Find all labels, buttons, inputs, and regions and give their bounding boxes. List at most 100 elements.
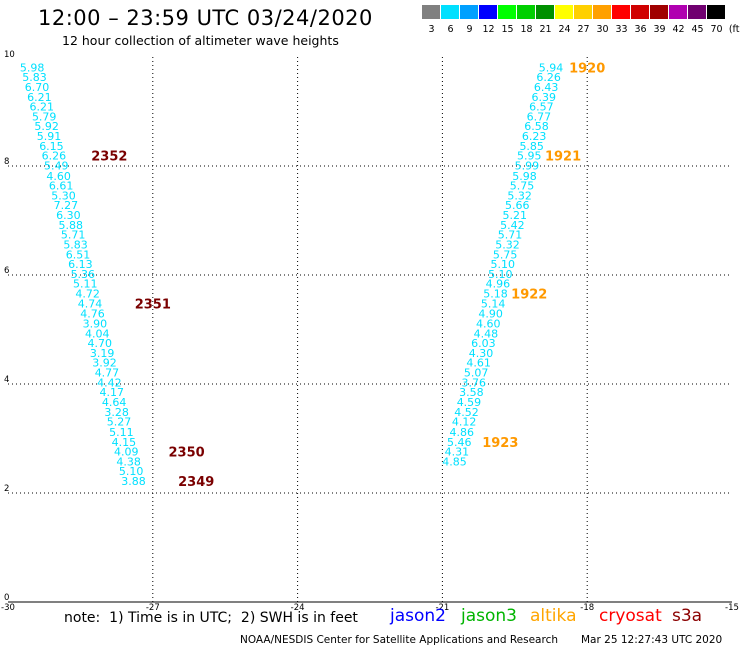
- wave-height-point: 4.38: [116, 455, 141, 468]
- legend-swatch: [460, 5, 479, 19]
- wave-height-point: 3.88: [121, 475, 146, 488]
- wave-height-point: 4.90: [478, 308, 503, 321]
- wave-height-point: 5.98: [20, 61, 45, 74]
- wave-height-point: 5.46: [447, 436, 472, 449]
- chart-title: 12:00 – 23:59 UTC 03/24/2020: [38, 6, 373, 30]
- wave-height-point: 6.21: [30, 101, 55, 114]
- y-tick-label: 6: [4, 266, 9, 276]
- wave-height-point: 4.61: [466, 357, 491, 370]
- satellite-jason3: jason3: [461, 606, 517, 626]
- time-label: 2352: [91, 150, 127, 165]
- legend-label: 30: [596, 24, 609, 35]
- wave-height-point: 4.74: [78, 297, 103, 310]
- legend-label: 36: [634, 24, 647, 35]
- legend-label: 24: [558, 24, 571, 35]
- legend-label: 6: [447, 24, 454, 35]
- wave-height-point: 6.57: [529, 101, 554, 114]
- satellite-s3a: s3a: [672, 606, 703, 626]
- time-label: 2349: [178, 475, 214, 490]
- wave-height-point: 5.11: [73, 278, 98, 291]
- wave-height-point: 5.32: [495, 238, 520, 251]
- wave-height-point: 5.98: [512, 170, 537, 183]
- wave-height-point: 6.13: [68, 258, 93, 271]
- wave-height-point: 5.18: [483, 288, 508, 301]
- legend-swatch: [612, 5, 631, 19]
- legend-label: 18: [520, 24, 533, 35]
- wave-height-point: 5.27: [107, 416, 132, 429]
- wave-height-point: 5.71: [61, 229, 86, 242]
- wave-height-point: 4.12: [452, 416, 477, 429]
- wave-height-point: 4.70: [87, 337, 112, 350]
- legend-swatch: [536, 5, 555, 19]
- satellite-altika: altika: [530, 606, 577, 626]
- legend-label: 21: [539, 24, 552, 35]
- legend-swatch: [422, 5, 441, 19]
- wave-height-point: 4.17: [100, 386, 125, 399]
- time-label: 1923: [482, 436, 518, 451]
- time-label: 2351: [135, 297, 171, 312]
- legend-label: 15: [501, 24, 514, 35]
- time-label: 1920: [569, 61, 605, 76]
- legend-label: 70: [710, 24, 723, 35]
- wave-height-point: 5.07: [464, 367, 489, 380]
- legend-swatch: [650, 5, 669, 19]
- wave-height-point: 4.76: [80, 308, 105, 321]
- wave-height-point: 4.72: [75, 288, 100, 301]
- wave-height-point: 3.76: [462, 376, 487, 389]
- wave-height-point: 4.60: [476, 318, 501, 331]
- legend-label: 42: [672, 24, 685, 35]
- wave-height-point: 5.10: [119, 465, 144, 478]
- wave-height-point: 5.10: [488, 268, 513, 281]
- credit-line: NOAA/NESDIS Center for Satellite Applica…: [240, 634, 558, 646]
- y-tick-label: 4: [4, 375, 9, 385]
- wave-height-point: 4.60: [46, 170, 71, 183]
- wave-height-point: 5.11: [109, 426, 134, 439]
- wave-height-point: 3.28: [104, 406, 129, 419]
- wave-height-point: 4.42: [97, 376, 122, 389]
- y-tick-label: 2: [4, 484, 9, 494]
- wave-height-point: 6.58: [524, 120, 549, 133]
- time-label: 1922: [511, 288, 547, 303]
- wave-height-point: 4.59: [457, 396, 482, 409]
- wave-height-point: 6.43: [534, 81, 559, 94]
- legend-label: 33: [615, 24, 628, 35]
- wave-height-point: 4.52: [454, 406, 479, 419]
- legend-label: 39: [653, 24, 666, 35]
- wave-height-point: 6.26: [42, 150, 67, 163]
- altimeter-plot: -30 -27 -24 -21 -18 -1502468105.985.836.706.2…: [1, 50, 739, 610]
- wave-height-point: 6.70: [25, 81, 50, 94]
- wave-height-point: 6.77: [527, 110, 552, 123]
- x-tick-label: -15: [725, 603, 739, 610]
- wave-height-point: 6.21: [27, 91, 52, 104]
- wave-height-point: 5.21: [503, 209, 528, 222]
- y-tick-label: 0: [4, 593, 9, 603]
- legend-swatch: [479, 5, 498, 19]
- wave-height-point: 3.90: [83, 318, 108, 331]
- satellite-jason2: jason2: [390, 606, 446, 626]
- legend-label: 9: [466, 24, 473, 35]
- wave-height-point: 5.83: [63, 238, 88, 251]
- x-tick-label: -21: [435, 603, 449, 610]
- wave-height-point: 5.42: [500, 219, 525, 232]
- legend-swatch: [669, 5, 688, 19]
- x-tick-label: -18: [580, 603, 594, 610]
- legend-swatch: [574, 5, 593, 19]
- wave-height-point: 6.30: [56, 209, 81, 222]
- y-tick-label: 8: [4, 157, 9, 167]
- wave-height-point: 5.75: [493, 248, 518, 261]
- satellite-cryosat: cryosat: [599, 606, 662, 626]
- time-label: 2350: [168, 446, 204, 461]
- wave-height-point: 4.86: [449, 426, 474, 439]
- wave-height-point: 5.10: [490, 258, 515, 271]
- legend-swatch: [441, 5, 460, 19]
- x-tick-label: -27: [146, 603, 160, 610]
- generation-timestamp: Mar 25 12:27:43 UTC 2020: [581, 634, 723, 646]
- x-tick-label: -30: [1, 603, 15, 610]
- wave-height-point: 5.30: [51, 189, 76, 202]
- wave-height-point: 5.85: [519, 140, 544, 153]
- wave-height-point: 4.48: [474, 327, 499, 340]
- wave-height-point: 4.09: [114, 446, 139, 459]
- legend-swatch: [631, 5, 650, 19]
- wave-height-point: 6.51: [66, 248, 91, 261]
- wave-height-point: 4.04: [85, 327, 110, 340]
